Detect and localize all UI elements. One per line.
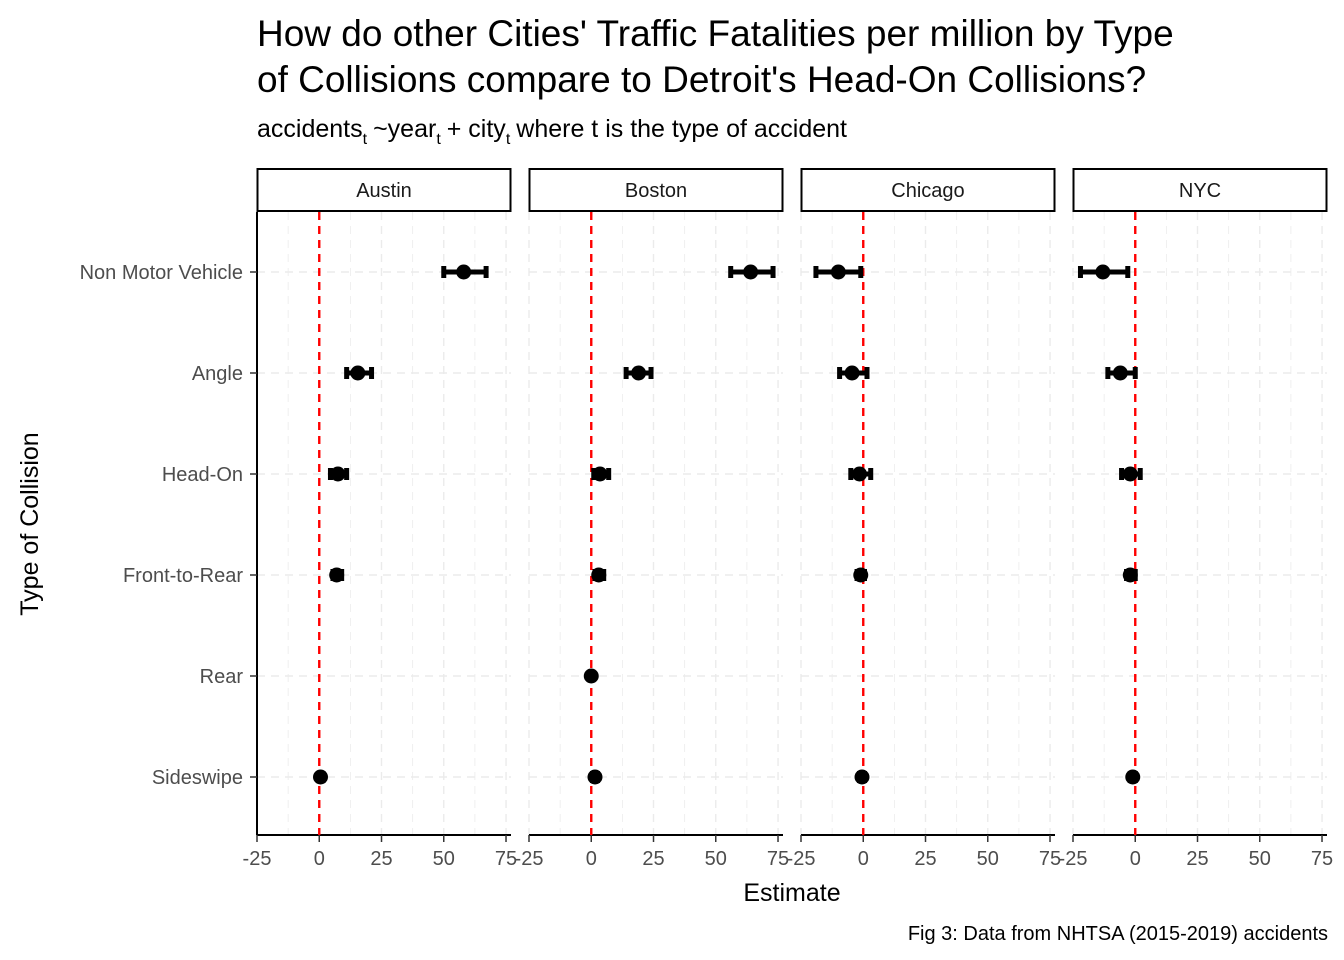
subtitle-word-city: + city [447, 115, 507, 143]
x-tick-label: 25 [914, 848, 936, 870]
y-tick-label-rear: Rear [200, 666, 244, 688]
panel-boston: Boston -25 0 25 50 75 [515, 168, 789, 870]
estimate-point [313, 769, 328, 785]
x-tick-label: 75 [767, 848, 789, 870]
x-tick-label: 50 [705, 848, 727, 870]
estimate-point [350, 365, 366, 381]
panel-chicago: Chicago -25 0 25 50 75 [787, 168, 1061, 870]
y-tick-label-front-to-rear: Front-to-Rear [123, 565, 243, 587]
estimate-point [583, 668, 599, 684]
x-tick-label: 25 [370, 848, 392, 870]
point-chicago-angle [837, 365, 870, 381]
strip-boston [528, 168, 784, 212]
estimate-point [330, 466, 346, 482]
x-tick-label: 75 [1039, 848, 1061, 870]
point-austin-angle [344, 365, 375, 381]
subtitle-word-rest: where t is the type of accident [515, 115, 847, 143]
x-tick-label: 50 [977, 848, 999, 870]
point-nyc-sideswipe [1125, 769, 1141, 785]
point-nyc-front-to-rear [1122, 567, 1138, 583]
x-tick-label: 25 [1186, 848, 1208, 870]
y-axis-title: Type of Collision [16, 432, 44, 615]
x-tick-label: -25 [1059, 848, 1088, 870]
estimate-point [592, 466, 608, 482]
estimate-point [587, 769, 603, 785]
estimate-point [591, 567, 607, 583]
point-nyc-angle [1105, 365, 1138, 381]
strip-chicago [800, 168, 1056, 212]
subtitle-sub-2: t [436, 131, 441, 148]
point-boston-head-on [591, 466, 612, 482]
y-tick-label-head-on: Head-On [162, 464, 243, 486]
strip-label-austin: Austin [356, 180, 412, 202]
point-austin-head-on [327, 466, 350, 482]
point-boston-front-to-rear [591, 567, 607, 583]
y-tick-label-angle: Angle [192, 363, 243, 385]
strip-label-boston: Boston [625, 180, 687, 202]
x-tick-label: 25 [642, 848, 664, 870]
estimate-point [631, 365, 647, 381]
x-tick-label: 75 [495, 848, 517, 870]
x-tick-label: 0 [1130, 848, 1141, 870]
point-chicago-non-motor-vehicle [813, 264, 864, 280]
estimate-point [743, 264, 759, 280]
y-axis: Non Motor Vehicle Angle Head-On Front-to-Re… [80, 212, 258, 835]
point-nyc-head-on [1119, 466, 1143, 482]
point-boston-non-motor-vehicle [728, 264, 776, 280]
panel-austin: Austin -25 0 25 50 75 [243, 168, 517, 870]
point-austin-sideswipe [313, 769, 328, 785]
point-austin-non-motor-vehicle [441, 264, 489, 280]
x-axis-title: Estimate [743, 879, 840, 907]
facet-panels: Austin -25 0 25 50 75 Boston -25 0 25 50 75 Chicago -… [243, 168, 1333, 870]
x-tick-label: -25 [243, 848, 272, 870]
estimate-point [853, 567, 869, 583]
estimate-point [1095, 264, 1111, 280]
strip-austin [256, 168, 512, 212]
y-tick-label-non-motor-vehicle: Non Motor Vehicle [80, 262, 243, 284]
subtitle-word-accidents: accidents [257, 115, 363, 143]
estimate-point [844, 365, 860, 381]
strip-label-nyc: NYC [1179, 180, 1221, 202]
point-boston-angle [623, 365, 654, 381]
estimate-point [1122, 466, 1138, 482]
x-tick-label: 75 [1311, 848, 1333, 870]
x-tick-label: 0 [586, 848, 597, 870]
x-tick-label: -25 [787, 848, 816, 870]
x-tick-label: -25 [515, 848, 544, 870]
point-chicago-head-on [848, 466, 874, 482]
y-tick-label-sideswipe: Sideswipe [152, 767, 243, 789]
x-tick-label: 50 [433, 848, 455, 870]
point-chicago-sideswipe [854, 769, 870, 785]
point-boston-rear [583, 668, 599, 684]
strip-nyc [1072, 168, 1328, 212]
estimate-point [1122, 567, 1138, 583]
strip-label-chicago: Chicago [891, 180, 964, 202]
subtitle-sub-3: t [506, 131, 511, 148]
chart-title-line2: of Collisions compare to Detroit's Head-… [257, 59, 1146, 100]
point-chicago-front-to-rear [853, 567, 869, 583]
estimate-point [830, 264, 846, 280]
x-tick-label: 50 [1249, 848, 1271, 870]
panel-nyc: NYC -25 0 25 50 75 [1059, 168, 1333, 870]
point-boston-sideswipe [587, 769, 603, 785]
x-tick-label: 0 [314, 848, 325, 870]
subtitle-word-year: ~year [373, 115, 436, 143]
estimate-point [854, 769, 870, 785]
estimate-point [456, 264, 472, 280]
estimate-point [1125, 769, 1141, 785]
estimate-point [852, 466, 868, 482]
point-austin-front-to-rear [329, 567, 345, 583]
chart-subtitle: accidentst ~yeart + cityt where t is the ty… [257, 115, 847, 148]
point-nyc-non-motor-vehicle [1077, 264, 1131, 280]
estimate-point [329, 567, 345, 583]
subtitle-sub-1: t [363, 131, 368, 148]
chart-title-line1: How do other Cities' Traffic Fatalities … [257, 13, 1174, 54]
x-tick-label: 0 [858, 848, 869, 870]
estimate-point [1112, 365, 1128, 381]
chart-caption: Fig 3: Data from NHTSA (2015-2019) accid… [908, 923, 1328, 945]
